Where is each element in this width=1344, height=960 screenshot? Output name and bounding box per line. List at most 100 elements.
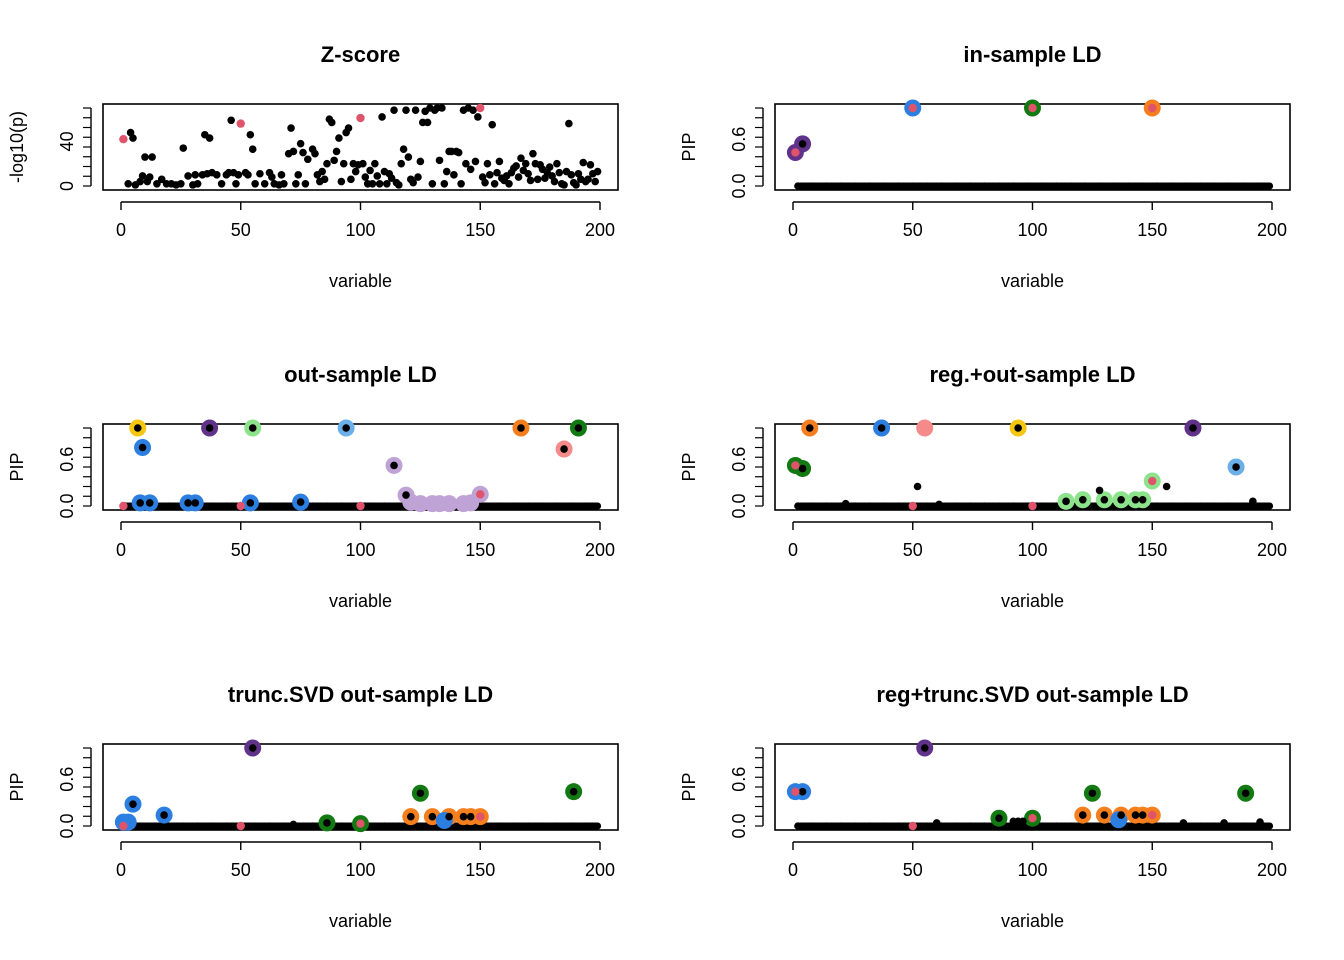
panel-0: Z-score 0 50 100 150 200 variable 0 40 -log10(p) [7,42,619,291]
data-point [124,179,132,188]
data-point [1139,822,1147,830]
data-point [493,168,501,177]
data-point [837,182,845,190]
data-point [798,787,807,796]
data-point [560,181,568,189]
data-point [524,502,532,510]
data-point [375,179,384,188]
data-point [932,819,941,827]
data-point [1249,497,1257,506]
x-tick-label: 100 [345,860,375,880]
data-point [567,822,575,830]
data-point [1153,502,1161,510]
data-point [1009,182,1017,190]
data-point [205,424,214,432]
data-point [129,134,137,142]
data-point [1117,495,1125,504]
data-point [1124,182,1132,190]
data-point [1081,822,1089,830]
data-point [232,179,240,188]
data-point [414,173,422,181]
data-point [323,502,331,510]
x-tick-label: 150 [465,860,495,880]
data-point [397,159,406,168]
data-point [981,502,989,510]
highlight-point [476,490,485,499]
data-point [292,179,300,188]
y-tick-label: 0.0 [57,813,77,838]
data-point [1196,822,1204,830]
data-point [1024,182,1032,190]
data-point [177,179,185,188]
y-axis-label: PIP [679,452,699,481]
data-point [145,173,154,181]
data-point [923,822,931,830]
highlight-point [476,103,485,113]
data-point [442,167,451,176]
data-point [579,158,588,167]
data-point [866,502,874,510]
data-point [260,179,269,188]
data-point [866,822,874,830]
data-point [880,182,888,190]
x-tick-label: 200 [585,860,615,880]
panel-title: trunc.SVD out-sample LD [228,682,493,707]
y-tick-label: 0.6 [729,767,749,792]
data-point [495,502,504,510]
data-point [510,502,518,510]
data-point [481,178,489,187]
y-tick-label: 0.6 [57,767,77,792]
highlight-point [908,103,917,113]
x-tick-label: 100 [345,220,375,240]
highlight-point [119,821,128,831]
data-point [280,502,288,510]
x-tick-label: 0 [788,860,798,880]
data-point [1153,822,1161,830]
data-point [323,159,331,168]
data-point [512,162,520,170]
data-point [416,157,425,166]
data-point [560,445,568,453]
data-point [582,502,590,510]
data-point [1131,811,1140,819]
data-point [808,502,816,510]
data-point [289,820,298,829]
data-point [208,822,216,830]
data-point [1088,789,1097,798]
x-tick-label: 200 [1257,220,1287,240]
data-point [822,502,831,510]
data-point [550,177,559,186]
data-point [514,173,523,181]
data-point [309,502,317,510]
data-point [966,182,974,190]
data-point [505,179,513,188]
data-point [1100,811,1109,819]
data-point [474,113,482,121]
data-point [265,502,274,510]
data-point [332,147,341,156]
data-point [160,811,168,819]
data-point [1182,502,1190,510]
data-point [438,104,446,112]
data-point [339,159,348,168]
data-point [157,175,166,184]
data-point [510,822,518,830]
data-point [1138,495,1147,504]
data-point [1153,182,1161,190]
data-point [495,157,504,166]
data-point [1179,819,1188,827]
data-point [995,182,1003,190]
data-point [409,178,417,187]
data-point [1038,822,1046,830]
data-point [311,149,319,158]
data-point [318,167,326,176]
data-point [524,822,532,830]
data-point [462,159,470,168]
highlight-point [791,148,800,157]
data-point [435,156,444,165]
data-point [1210,182,1219,190]
y-axis-label: PIP [7,772,27,801]
data-point [1081,182,1089,190]
data-point [490,179,499,188]
data-point [1019,817,1027,826]
